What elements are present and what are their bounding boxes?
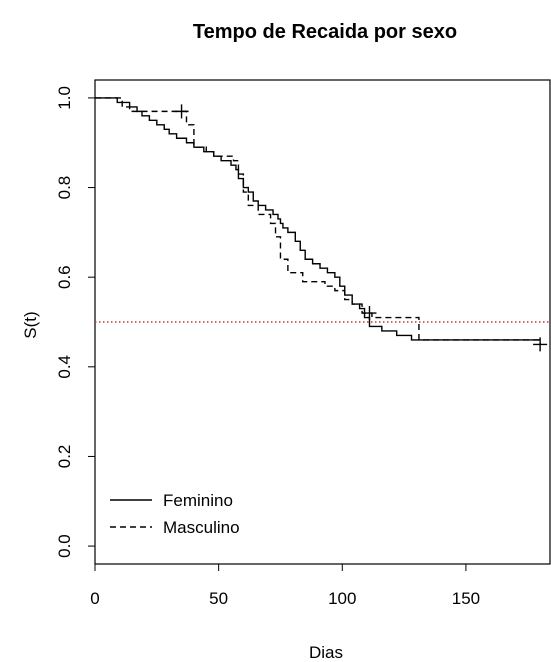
- y-axis-label: S(t): [21, 311, 40, 338]
- x-axis-label: Dias: [309, 643, 343, 662]
- x-axis: 0 50 100 150: [90, 564, 480, 608]
- y-tick-label: 0.4: [55, 355, 74, 379]
- y-tick-label: 0.0: [55, 534, 74, 558]
- censor-mark: [174, 104, 189, 119]
- series-line-feminino: [95, 97, 541, 341]
- x-tick-label: 0: [90, 589, 99, 608]
- series-layer: [95, 97, 548, 352]
- x-tick-label: 150: [452, 589, 480, 608]
- x-tick-label: 50: [209, 589, 228, 608]
- censor-mark: [533, 337, 548, 352]
- series-line-masculino: [95, 97, 541, 345]
- y-axis: 0.0 0.2 0.4 0.6 0.8 1.0: [55, 86, 95, 558]
- y-tick-label: 1.0: [55, 86, 74, 110]
- x-tick-label: 100: [328, 589, 356, 608]
- legend-label: Masculino: [163, 518, 240, 537]
- chart-title: Tempo de Recaida por sexo: [193, 21, 457, 43]
- legend: Feminino Masculino: [110, 491, 240, 537]
- legend-label: Feminino: [163, 491, 233, 510]
- y-tick-label: 0.8: [55, 176, 74, 200]
- y-tick-label: 0.6: [55, 265, 74, 289]
- y-tick-label: 0.2: [55, 445, 74, 469]
